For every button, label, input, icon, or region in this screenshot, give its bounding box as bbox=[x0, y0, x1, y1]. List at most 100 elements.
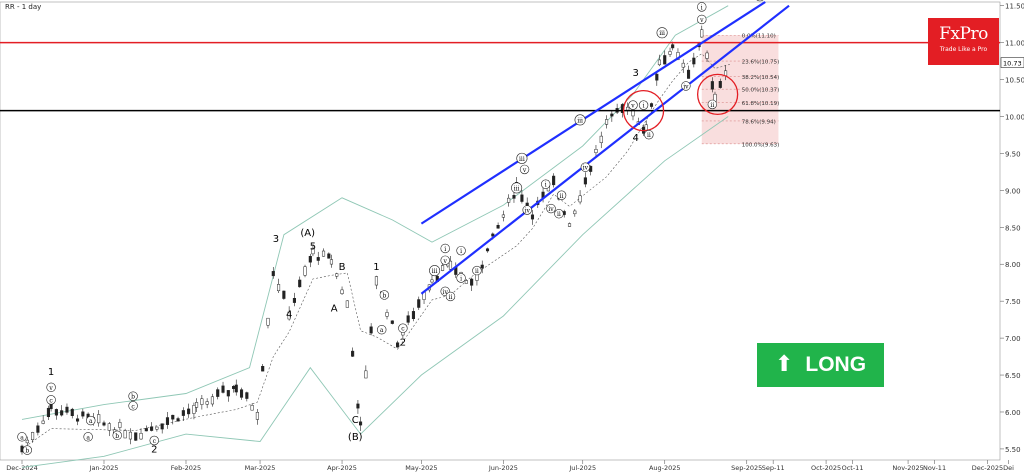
up-arrow-icon: ⬆ bbox=[774, 352, 794, 377]
x-tick-label: Sep-2025 bbox=[731, 464, 762, 472]
wave-label-circle bbox=[456, 273, 466, 283]
candle-body bbox=[200, 398, 204, 405]
candle-body bbox=[430, 279, 434, 283]
candle-body bbox=[657, 59, 661, 66]
x-tick-label: Sep-11 bbox=[762, 464, 785, 472]
last-price-box bbox=[1000, 57, 1024, 68]
candle-body bbox=[49, 404, 53, 410]
x-tick-label: Jan-2025 bbox=[89, 464, 119, 472]
candle-body bbox=[369, 326, 373, 334]
candle-body bbox=[298, 279, 302, 288]
x-tick-label: Dec-2024 bbox=[6, 464, 37, 472]
wave-label: i bbox=[701, 4, 703, 11]
candle-body bbox=[676, 52, 680, 60]
fib-level-label: 78.6%(9.94) bbox=[742, 119, 776, 125]
candle-body bbox=[604, 119, 609, 125]
candle-body bbox=[480, 264, 484, 269]
candle-body bbox=[345, 300, 349, 308]
channel-lower-line bbox=[420, 4, 790, 295]
candle-body bbox=[520, 194, 524, 202]
candle-body bbox=[150, 426, 154, 431]
wave-label-circle bbox=[377, 325, 387, 335]
wave-label-circle bbox=[522, 205, 532, 215]
wave-label: 1 bbox=[48, 367, 54, 378]
wave-label: b bbox=[115, 433, 119, 440]
candle-body bbox=[501, 214, 505, 218]
wave-label: 3 bbox=[273, 234, 279, 245]
candle-body bbox=[165, 417, 170, 425]
candle-body bbox=[359, 421, 363, 426]
wave-label-circle bbox=[697, 14, 707, 25]
candle-body bbox=[448, 260, 453, 270]
candle-body bbox=[411, 311, 416, 319]
wave-label: C bbox=[352, 415, 359, 426]
candle-body bbox=[41, 420, 45, 424]
wave-label-circle bbox=[707, 99, 718, 110]
candle-body bbox=[216, 389, 220, 397]
wave-label-circle bbox=[574, 114, 586, 126]
x-tick-label: Aug-2025 bbox=[649, 464, 681, 472]
wave-label-circle bbox=[516, 152, 528, 164]
wave-label: 2 bbox=[400, 338, 406, 349]
candle-body bbox=[390, 320, 394, 324]
wave-label-circle bbox=[554, 209, 564, 219]
wave-label: c bbox=[49, 397, 53, 404]
wave-label: ii bbox=[557, 211, 561, 218]
wave-label: v bbox=[522, 167, 527, 174]
wave-label: B bbox=[339, 262, 346, 273]
candle-body bbox=[176, 418, 180, 422]
candles-group bbox=[20, 25, 728, 455]
candle-body bbox=[31, 432, 35, 441]
wave-label-circle bbox=[656, 27, 668, 39]
candle-body bbox=[195, 402, 199, 408]
wave-label: a bbox=[89, 418, 93, 425]
candle-body bbox=[329, 259, 334, 265]
candle-body bbox=[441, 265, 445, 271]
wave-label: c bbox=[401, 326, 405, 333]
candle-body bbox=[335, 273, 339, 277]
candle-body bbox=[663, 55, 667, 65]
wave-label-circle bbox=[46, 382, 56, 393]
wave-label: (B) bbox=[348, 432, 363, 443]
candle-body bbox=[464, 280, 468, 284]
x-tick-label: Dei bbox=[1003, 464, 1014, 472]
wave-label-circle bbox=[681, 81, 691, 91]
chart-title: RR - 1 day bbox=[5, 3, 42, 11]
candle-body bbox=[226, 390, 230, 397]
wave-label: i bbox=[643, 103, 645, 110]
wave-label: i bbox=[460, 248, 462, 255]
wave-label: iv bbox=[525, 208, 531, 215]
wave-label: a bbox=[86, 434, 90, 441]
wave-label: iv bbox=[583, 165, 589, 172]
candle-body bbox=[507, 197, 511, 203]
wave-label: 5 bbox=[310, 241, 316, 252]
candle-body bbox=[155, 426, 159, 430]
x-tick-label: Mar-2025 bbox=[245, 464, 276, 472]
candle-body bbox=[321, 250, 326, 257]
wave-label: c bbox=[131, 403, 135, 410]
wave-label-circle bbox=[398, 323, 408, 333]
candle-body bbox=[282, 290, 286, 299]
wave-label: iv bbox=[443, 289, 449, 296]
wave-label-circle bbox=[697, 2, 707, 12]
wave-label: 2 bbox=[151, 445, 157, 456]
candle-body bbox=[65, 406, 69, 413]
y-tick-label: 10.50 bbox=[1005, 77, 1024, 85]
candle-body bbox=[287, 311, 291, 320]
candle-body bbox=[232, 386, 236, 389]
long-signal-badge: ⬆ LONG bbox=[757, 343, 884, 387]
wave-label-circle bbox=[511, 182, 523, 194]
y-tick-label: 8.50 bbox=[1005, 224, 1021, 232]
candle-body bbox=[671, 44, 675, 49]
candle-body bbox=[128, 431, 132, 440]
candle-body bbox=[54, 409, 58, 416]
candle-body bbox=[123, 430, 127, 439]
moving-average-line bbox=[21, 53, 731, 450]
candle-body bbox=[239, 389, 244, 398]
wave-label: iv bbox=[683, 83, 689, 90]
brand-tagline: Trade Like a Pro bbox=[939, 46, 988, 53]
candle-body bbox=[406, 315, 410, 323]
candle-body bbox=[417, 299, 421, 308]
candle-body bbox=[356, 403, 360, 409]
candle-body bbox=[134, 432, 138, 441]
